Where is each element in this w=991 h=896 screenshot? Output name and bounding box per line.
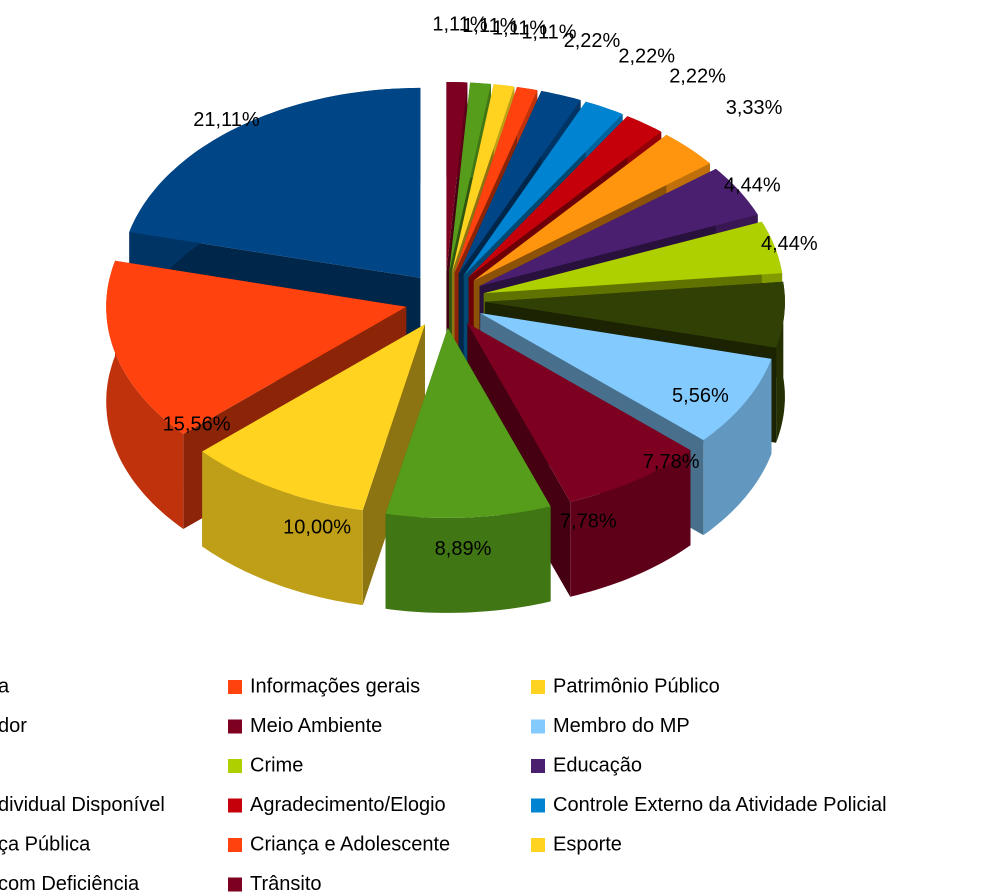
slice-wall (106, 260, 184, 529)
slice (202, 324, 425, 606)
legend-label: Agradecimento/Elogio (250, 794, 446, 816)
legend-label: com Deficiência (0, 873, 140, 895)
data-label: 3,33% (726, 97, 783, 119)
slice-wall (385, 506, 551, 613)
data-label: 10,00% (283, 517, 351, 539)
legend-swatch (531, 680, 545, 694)
data-label: 15,56% (163, 414, 231, 436)
slice-top (454, 87, 538, 273)
legend-swatch (531, 838, 545, 852)
data-label: 2,22% (669, 66, 726, 88)
slice-top (468, 116, 662, 278)
slice-top (467, 323, 691, 502)
data-label: 2,22% (564, 30, 621, 52)
slice (385, 327, 551, 613)
legend-swatch (228, 838, 242, 852)
legend-swatch (228, 680, 242, 694)
legend-label: Educação (553, 754, 642, 776)
legend-swatch (228, 798, 242, 813)
data-label: 2,22% (618, 45, 675, 67)
legend-label: dor (0, 715, 27, 737)
slice-top (458, 91, 581, 274)
legend-swatch (531, 798, 545, 813)
data-label: 7,78% (560, 510, 617, 532)
slice-top (106, 260, 407, 434)
legend-swatch (531, 719, 545, 734)
slice-top (202, 324, 425, 511)
slice-wall (703, 358, 772, 536)
slice-top (451, 84, 515, 273)
slice-wall (570, 450, 691, 597)
legend-label: Trânsito (250, 873, 322, 895)
data-label: 4,44% (761, 233, 818, 255)
legend-label: Meio Ambiente (250, 715, 382, 737)
slice-top (385, 327, 551, 518)
data-label: 1,11% (492, 17, 547, 39)
data-label: 4,44% (724, 174, 781, 196)
legend-swatch (228, 877, 242, 892)
slice-top (446, 82, 468, 272)
data-label: 21,11% (193, 109, 260, 131)
slice-top (449, 82, 491, 273)
slice-top (480, 313, 772, 441)
data-label: 1,11% (462, 15, 517, 37)
legend-label: Patrimônio Público (553, 675, 720, 697)
data-label: 1,11% (521, 21, 576, 43)
legend-label: Controle Externo da Atividade Policial (553, 794, 887, 816)
data-label: 5,56% (672, 385, 729, 407)
slice-top (483, 221, 783, 294)
slice-side (362, 324, 425, 606)
data-label: 1,11% (432, 13, 487, 35)
slice-top (129, 87, 421, 278)
slice-top (463, 101, 623, 276)
legend-label: Informações gerais (250, 675, 420, 697)
legend-label: Membro do MP (553, 715, 690, 737)
legend-label: ça Pública (0, 833, 91, 855)
legend-label: a (0, 675, 10, 697)
legend-label: Esporte (553, 833, 622, 855)
slice-wall (776, 281, 785, 443)
slice-top (479, 168, 758, 286)
legend-swatch (531, 759, 545, 773)
slice-top (484, 281, 785, 348)
legend-label: dividual Disponível (0, 794, 165, 816)
slice-top (473, 134, 710, 281)
data-label: 7,78% (643, 451, 700, 473)
legend-swatch (228, 719, 242, 734)
data-label: 8,89% (435, 538, 492, 560)
legend-label: Crime (250, 754, 303, 776)
slice-wall (202, 451, 363, 606)
legend-label: Criança e Adolescente (250, 833, 450, 855)
legend-swatch (228, 759, 242, 773)
